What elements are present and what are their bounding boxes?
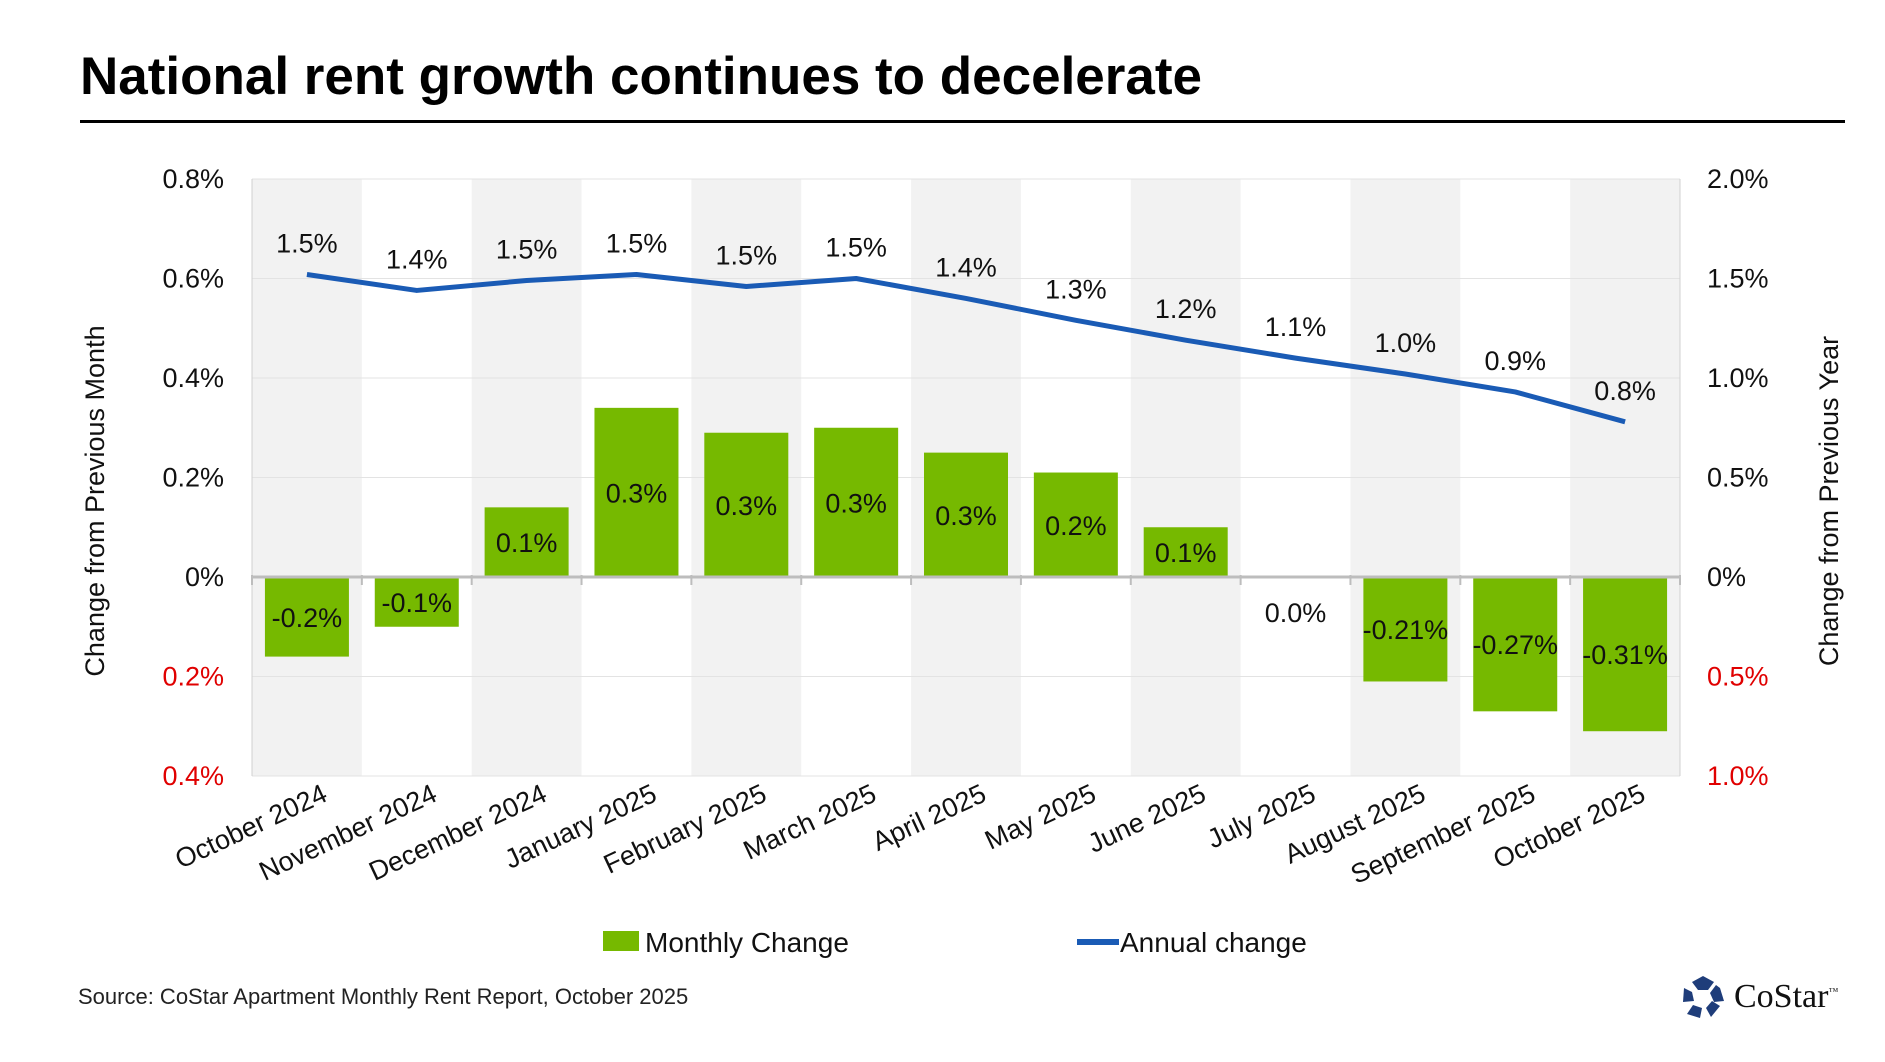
x-tick-label: June 2025 bbox=[1083, 778, 1210, 858]
x-tick-label: May 2025 bbox=[980, 778, 1100, 855]
bar-monthly-change bbox=[924, 452, 1008, 577]
bar-data-label: -0.27% bbox=[1472, 630, 1558, 660]
x-tick-label: April 2025 bbox=[868, 778, 991, 857]
bar-monthly-change bbox=[704, 432, 789, 577]
y-tick-label: 0% bbox=[185, 562, 224, 592]
y2-tick-label: 1.0% bbox=[1707, 363, 1769, 393]
logo-name: CoStar bbox=[1734, 978, 1829, 1015]
bar-monthly-change bbox=[264, 577, 349, 657]
line-data-label: 1.2% bbox=[1155, 294, 1217, 324]
title-rule bbox=[80, 120, 1845, 123]
bar-monthly-change bbox=[1363, 577, 1448, 682]
y-tick-label: 0.4% bbox=[162, 761, 224, 791]
y2-tick-label: 1.0% bbox=[1707, 761, 1769, 791]
legend-swatch-monthly bbox=[603, 931, 639, 951]
bar-monthly-change bbox=[374, 577, 459, 627]
bar-data-label: -0.21% bbox=[1363, 615, 1449, 645]
bar-data-label: 0.1% bbox=[1155, 538, 1217, 568]
line-data-label: 0.8% bbox=[1594, 376, 1656, 406]
y-tick-label: 0.4% bbox=[162, 363, 224, 393]
y2-tick-label: 0.5% bbox=[1707, 662, 1769, 692]
line-data-label: 1.3% bbox=[1045, 274, 1107, 304]
line-data-label: 1.5% bbox=[825, 233, 887, 263]
line-data-label: 0.9% bbox=[1484, 346, 1546, 376]
line-annual-change bbox=[306, 272, 1626, 425]
line-data-label: 1.1% bbox=[1265, 312, 1327, 342]
logo-text: CoStar™ bbox=[1734, 978, 1838, 1016]
y-tick-label: 0.8% bbox=[162, 164, 224, 194]
bar-data-label: -0.2% bbox=[272, 603, 343, 633]
chart-title: National rent growth continues to decele… bbox=[80, 47, 1203, 106]
source-note: Source: CoStar Apartment Monthly Rent Re… bbox=[78, 984, 689, 1009]
y-tick-label: 0.2% bbox=[162, 662, 224, 692]
bar-data-label: 0.3% bbox=[716, 491, 778, 521]
line-data-label: 1.4% bbox=[935, 252, 997, 282]
bar-monthly-change bbox=[1033, 472, 1118, 577]
bar-data-label: 0.3% bbox=[825, 488, 887, 518]
bar-data-label: 0.3% bbox=[935, 501, 997, 531]
y2-tick-label: 1.5% bbox=[1707, 264, 1769, 294]
bar-data-label: 0.1% bbox=[496, 528, 558, 558]
line-data-label: 1.5% bbox=[496, 234, 558, 264]
legend-label-monthly: Monthly Change bbox=[645, 927, 849, 958]
line-data-label: 1.5% bbox=[606, 229, 668, 259]
costar-logo: CoStar™ bbox=[1680, 974, 1838, 1020]
line-data-label: 1.5% bbox=[276, 229, 338, 259]
bar-data-label: 0.3% bbox=[606, 478, 668, 508]
y-tick-label: 0.6% bbox=[162, 264, 224, 294]
y2-tick-label: 2.0% bbox=[1707, 164, 1769, 194]
y-tick-label: 0.2% bbox=[162, 463, 224, 493]
bar-data-label: -0.1% bbox=[381, 588, 452, 618]
y2-tick-label: 0% bbox=[1707, 562, 1746, 592]
bar-monthly-change bbox=[484, 507, 569, 577]
y-axis-title: Change from Previous Month bbox=[80, 325, 110, 676]
bar-data-label: -0.31% bbox=[1582, 640, 1668, 670]
bar-monthly-change bbox=[1473, 577, 1558, 712]
line-data-label: 1.4% bbox=[386, 244, 448, 274]
legend-label-annual: Annual change bbox=[1120, 927, 1307, 958]
y2-axis-title: Change from Previous Year bbox=[1814, 336, 1844, 666]
bar-monthly-change bbox=[814, 427, 899, 577]
y2-tick-label: 0.5% bbox=[1707, 463, 1769, 493]
bar-data-label: 0.0% bbox=[1265, 598, 1327, 628]
costar-star-icon bbox=[1683, 976, 1724, 1018]
bar-monthly-change bbox=[594, 407, 679, 577]
x-tick-label: September 2025 bbox=[1346, 778, 1540, 890]
bar-monthly-change bbox=[1143, 527, 1228, 577]
logo-tm: ™ bbox=[1828, 986, 1839, 998]
bar-monthly-change bbox=[1583, 577, 1668, 732]
line-data-label: 1.5% bbox=[716, 240, 778, 270]
bar-data-label: 0.2% bbox=[1045, 511, 1107, 541]
line-data-label: 1.0% bbox=[1375, 328, 1437, 358]
